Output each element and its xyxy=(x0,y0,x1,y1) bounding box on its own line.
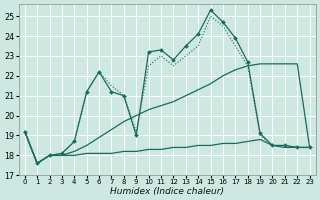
X-axis label: Humidex (Indice chaleur): Humidex (Indice chaleur) xyxy=(110,187,224,196)
